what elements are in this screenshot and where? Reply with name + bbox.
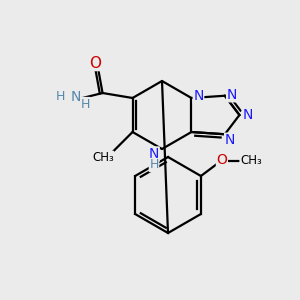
Text: O: O bbox=[90, 56, 102, 70]
Text: H: H bbox=[81, 98, 90, 110]
Text: N: N bbox=[226, 88, 237, 102]
Text: N: N bbox=[149, 147, 159, 161]
Text: CH₃: CH₃ bbox=[92, 151, 114, 164]
Text: N: N bbox=[242, 108, 253, 122]
Text: H: H bbox=[56, 91, 65, 103]
Text: H: H bbox=[149, 158, 159, 172]
Text: N: N bbox=[70, 90, 81, 104]
Text: CH₃: CH₃ bbox=[240, 154, 262, 167]
Text: N: N bbox=[225, 133, 235, 147]
Text: O: O bbox=[217, 153, 227, 167]
Text: N: N bbox=[193, 89, 204, 103]
